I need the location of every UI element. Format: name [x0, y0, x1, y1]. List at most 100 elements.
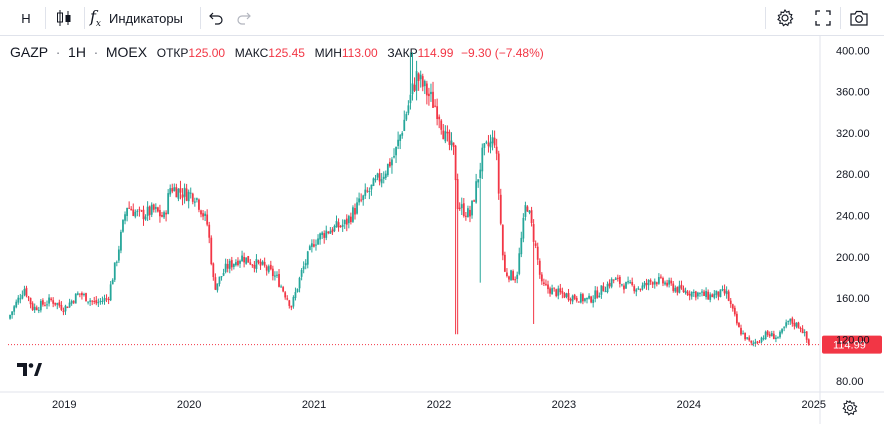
candle-body	[561, 291, 564, 294]
tradingview-logo-icon	[17, 363, 42, 376]
candle-body	[629, 281, 632, 283]
candle-body	[362, 195, 365, 200]
candle-body	[586, 297, 588, 300]
function-icon: fx	[90, 6, 101, 30]
candle-body	[618, 276, 621, 284]
candle-body	[608, 282, 611, 287]
candle-body	[376, 173, 379, 178]
candle-body	[563, 293, 566, 298]
candle-body	[723, 289, 726, 294]
candle-body	[760, 337, 763, 342]
candle-body	[785, 322, 788, 327]
candle-body	[643, 282, 646, 287]
candle-body	[113, 262, 116, 280]
candle-body	[105, 298, 108, 300]
candle-body	[148, 206, 151, 216]
undo-button[interactable]	[204, 4, 228, 32]
candle-body	[335, 220, 338, 228]
candle-body	[516, 274, 519, 280]
candle-body	[602, 286, 605, 292]
candle-body	[567, 293, 570, 300]
toolbar-divider	[200, 7, 201, 29]
candle-body	[228, 260, 231, 269]
candle-body	[177, 188, 180, 199]
candle-body	[421, 76, 424, 87]
candle-body	[623, 285, 625, 290]
candle-body	[292, 297, 295, 307]
undo-icon	[209, 12, 223, 25]
candle-body	[136, 210, 139, 212]
candle-body	[175, 187, 178, 198]
candle-body	[284, 292, 287, 298]
tradingview-logo[interactable]	[13, 355, 45, 383]
candle-body	[635, 289, 638, 292]
candle-body	[115, 261, 118, 263]
candle-body	[134, 211, 137, 217]
candle-body	[200, 210, 202, 215]
candle-body	[526, 206, 529, 212]
settings-button[interactable]	[772, 4, 798, 32]
x-tick-label: 2021	[302, 399, 326, 411]
x-tick-label: 2020	[177, 399, 201, 411]
candle-body	[378, 173, 381, 182]
price-axis[interactable]: 80.00 120.00 160.00 200.00 240.00 280.00 320.0…	[836, 45, 870, 387]
candle-body	[444, 131, 447, 142]
candle-body	[797, 322, 800, 329]
candle-body	[450, 140, 453, 146]
candle-body	[27, 296, 30, 298]
candle-body	[481, 147, 484, 172]
candle-body	[173, 187, 176, 191]
candle-body	[395, 146, 397, 156]
chart-toolbar: H fx Индикаторы	[0, 0, 884, 36]
candle-body	[699, 292, 701, 294]
price-chart[interactable]: 114.99 80.00 120.00 160.00 200.00 240.00 280.…	[0, 36, 884, 424]
candle-body	[195, 198, 198, 200]
legend-symbol[interactable]: GAZP	[10, 44, 49, 60]
candle-body	[360, 199, 363, 201]
candle-body	[428, 93, 430, 97]
candle-body	[514, 279, 517, 281]
legend-interval: 1H	[68, 44, 86, 60]
camera-icon	[850, 10, 868, 26]
candle-body	[768, 334, 771, 337]
change-value: −9.30 (−7.48%)	[461, 46, 544, 60]
candle-body	[161, 215, 163, 217]
low-value: 113.00	[341, 46, 378, 60]
candle-body	[594, 290, 597, 299]
close-value: 114.99	[417, 46, 454, 60]
candle-body	[499, 194, 502, 224]
candle-body	[152, 204, 155, 210]
candle-body	[230, 260, 233, 268]
candle-body	[171, 188, 174, 192]
toolbar-divider	[45, 7, 46, 29]
candle-body	[460, 204, 463, 209]
candle-body	[296, 288, 299, 292]
candle-body	[120, 231, 122, 251]
candle-body	[189, 192, 192, 194]
candle-body	[545, 283, 547, 285]
axis-settings-icon[interactable]	[842, 400, 858, 416]
redo-button[interactable]	[232, 4, 256, 32]
candle-body	[432, 91, 434, 108]
candle-body	[520, 237, 523, 255]
screenshot-button[interactable]	[846, 4, 872, 32]
candle-body	[224, 263, 227, 273]
candle-body	[575, 297, 578, 301]
candle-body	[411, 83, 414, 95]
interval-button[interactable]: H	[21, 10, 31, 26]
candle-body	[522, 217, 525, 239]
candles-chart-type-button[interactable]	[50, 4, 78, 32]
candle-body	[130, 208, 133, 211]
candle-body	[109, 284, 112, 301]
x-tick-label: 2022	[427, 399, 451, 411]
candle-body	[592, 299, 595, 303]
indicators-button[interactable]: fx Индикаторы	[90, 4, 198, 32]
candle-body	[337, 222, 340, 228]
fullscreen-button[interactable]	[810, 4, 836, 32]
candle-body	[128, 207, 131, 209]
candle-body	[703, 291, 705, 296]
time-axis[interactable]: 2019 2020 2021 2022 2023 2024 2025	[52, 399, 858, 416]
candle-body	[154, 206, 157, 209]
candle-body	[781, 329, 783, 333]
y-tick-label: 240.00	[836, 211, 870, 223]
